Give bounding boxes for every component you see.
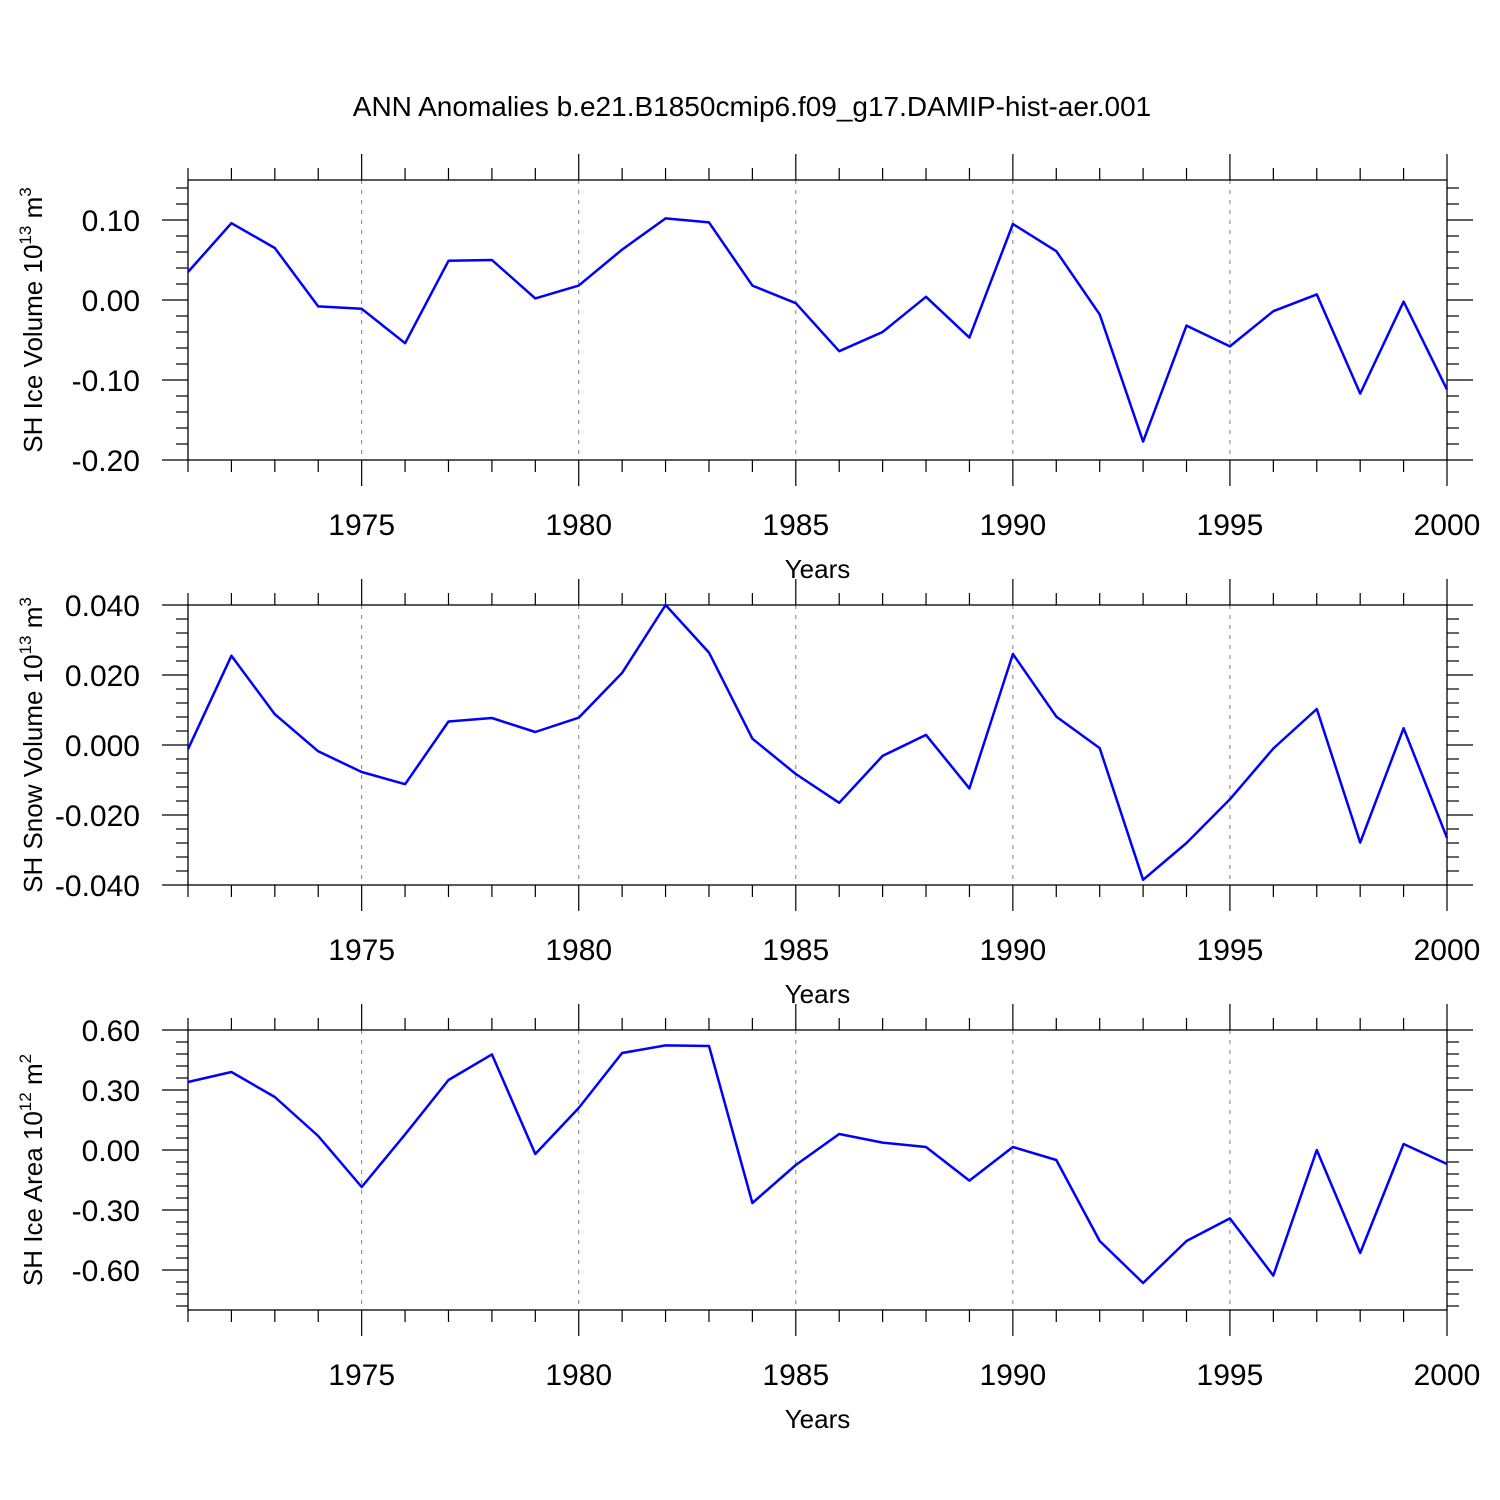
y-axis-label-text: m: [18, 197, 48, 226]
y-tick-label: -0.30: [72, 1195, 140, 1228]
y-tick-label: -0.60: [72, 1255, 140, 1288]
y-axis-label: SH Ice Area 1012 m2: [16, 1054, 48, 1286]
x-tick-label: 2000: [1414, 509, 1481, 542]
y-axis-label: SH Snow Volume 1013 m3: [16, 597, 48, 893]
series-line: [187, 1044, 1448, 1285]
y-axis-label: SH Ice Volume 1013 m3: [16, 187, 48, 452]
y-axis-label-text: SH Ice Volume 10: [18, 245, 48, 453]
series-line: [187, 217, 1449, 443]
y-tick-label: 0.00: [82, 1135, 140, 1168]
x-tick-label: 1985: [762, 1359, 829, 1392]
y-axis-label-exponent: 13: [16, 635, 35, 654]
y-tick-label: 0.60: [82, 1015, 140, 1048]
y-tick-label: -0.20: [72, 445, 140, 478]
x-tick-label: 1985: [762, 509, 829, 542]
y-tick-label: 0.040: [65, 590, 140, 623]
y-axis-label-exponent: 3: [16, 597, 35, 606]
x-axis-label: Years: [785, 979, 851, 1009]
y-tick-label: 0.00: [82, 285, 140, 318]
y-tick-label: 0.10: [82, 205, 140, 238]
x-tick-label: 1990: [979, 1359, 1046, 1392]
panel-2: -0.040 -0.020 0.000 0.020 0.040 1975 1980 1985 1…: [16, 579, 1480, 1009]
y-tick-label: 0.000: [65, 730, 140, 763]
x-tick-label: 1975: [328, 1359, 395, 1392]
y-axis-label-exponent: 3: [16, 187, 35, 196]
x-tick-label: 1980: [545, 1359, 612, 1392]
plot-frame: [187, 604, 1448, 886]
x-tick-label: 1985: [762, 934, 829, 967]
x-tick-label: 1975: [328, 934, 395, 967]
y-axis-label-text: m: [18, 1063, 48, 1092]
y-axis-label-exponent: 2: [16, 1054, 35, 1063]
y-tick-label: -0.040: [55, 870, 140, 903]
x-axis-label: Years: [785, 554, 851, 584]
x-tick-label: 1980: [545, 509, 612, 542]
y-axis-label-exponent: 13: [16, 226, 35, 245]
y-tick-label: -0.10: [72, 365, 140, 398]
x-tick-label: 1990: [979, 509, 1046, 542]
x-tick-label: 2000: [1414, 1359, 1481, 1392]
panel-1: -0.20 -0.10 0.00 0.10 1975 1980 1985 1990 1995 20…: [16, 154, 1480, 584]
y-tick-label: -0.020: [55, 800, 140, 833]
y-axis-label-text: SH Snow Volume 10: [18, 654, 48, 892]
x-tick-label: 1975: [328, 509, 395, 542]
x-axis-label: Years: [785, 1404, 851, 1434]
x-tick-label: 2000: [1414, 934, 1481, 967]
panel-3: -0.60 -0.30 0.00 0.30 0.60 1975 1980 1985 1990 19…: [16, 1004, 1480, 1434]
y-axis-label-exponent: 12: [16, 1092, 35, 1111]
x-tick-label: 1995: [1197, 509, 1264, 542]
x-tick-label: 1995: [1197, 1359, 1264, 1392]
x-tick-label: 1980: [545, 934, 612, 967]
plot-frame: [187, 1029, 1448, 1311]
figure-title: ANN Anomalies b.e21.B1850cmip6.f09_g17.D…: [353, 91, 1151, 122]
y-axis-label-text: SH Ice Area 10: [18, 1111, 48, 1286]
x-tick-label: 1990: [979, 934, 1046, 967]
series-line: [186, 603, 1449, 882]
y-tick-label: 0.020: [65, 660, 140, 693]
x-tick-label: 1995: [1197, 934, 1264, 967]
plot-frame: [187, 179, 1448, 461]
y-axis-label-text: m: [18, 607, 48, 636]
y-tick-label: 0.30: [82, 1075, 140, 1108]
